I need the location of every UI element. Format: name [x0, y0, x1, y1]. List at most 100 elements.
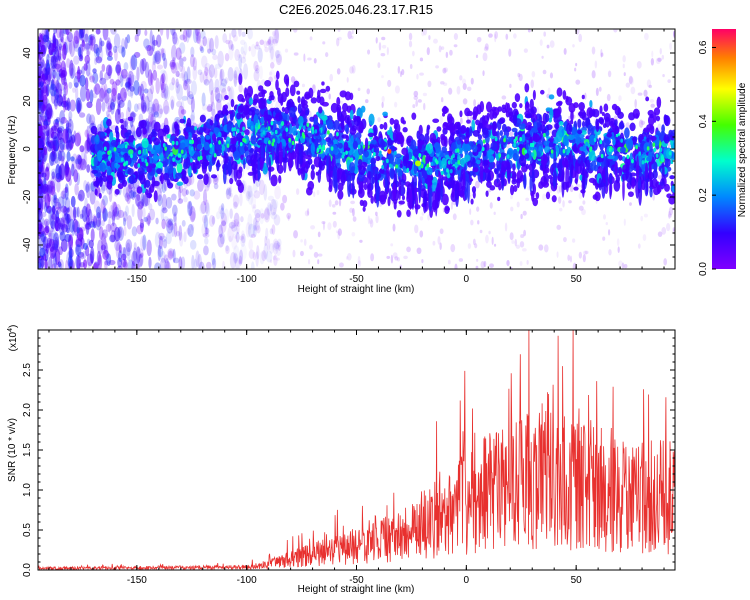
spectral-blob [309, 36, 313, 41]
spectral-blob [347, 252, 352, 261]
spectral-blob [336, 104, 342, 113]
spectral-blob [146, 192, 153, 199]
spectral-blob [238, 259, 241, 265]
spectral-blob [100, 40, 105, 47]
spectral-blob [244, 129, 250, 136]
spectral-blob [648, 84, 652, 89]
spectral-blob [141, 137, 149, 149]
spectral-blob-bright [175, 141, 179, 146]
spectral-blob [328, 199, 332, 207]
spectral-blob [127, 168, 134, 176]
spectral-blob [102, 208, 108, 222]
spectral-blob [577, 118, 582, 129]
spectral-blob [288, 106, 296, 118]
spectral-blob [88, 33, 96, 41]
spectral-blob [118, 99, 125, 108]
spectral-blob [449, 49, 453, 56]
spectral-blob-bright [426, 163, 430, 168]
spectral-blob [613, 29, 618, 33]
spectral-blob-bright [124, 144, 128, 149]
spectral-blob [578, 101, 585, 111]
spectral-blob [662, 74, 665, 78]
spectral-blob-bright [529, 142, 533, 148]
spectral-blob [241, 97, 246, 103]
spectral-blob [175, 230, 181, 237]
spectral-blob [175, 81, 181, 94]
spectral-blob [70, 195, 76, 208]
spectral-blob [556, 87, 563, 97]
spectral-blob [543, 31, 546, 37]
spectral-blob [199, 203, 207, 215]
spectral-blob [381, 156, 386, 161]
spectral-blob [89, 250, 94, 264]
spectral-blob [472, 144, 478, 153]
spectral-blob [69, 59, 74, 77]
spectral-blob [159, 152, 164, 162]
spectral-blob [412, 104, 416, 109]
spectral-blob [101, 220, 105, 227]
spectral-blob [401, 194, 405, 201]
spectral-blob [476, 206, 480, 212]
spectral-blob-bright [239, 141, 243, 147]
spectral-blob [247, 29, 253, 40]
spectral-blob [65, 120, 70, 134]
spectral-blob [426, 126, 430, 136]
spectral-blob [224, 53, 230, 62]
spectral-blob [216, 160, 220, 166]
spectral-blob [579, 146, 587, 152]
spectral-blob [310, 164, 315, 171]
spectral-blob [501, 95, 507, 100]
spectral-blob [114, 188, 120, 195]
spectral-blob [629, 202, 632, 206]
spectral-blob [124, 82, 131, 89]
spectral-blob [669, 175, 675, 180]
spectral-blob [467, 160, 473, 168]
spectral-blob [640, 120, 646, 125]
spectral-blob [242, 104, 250, 116]
spectral-blob [140, 80, 147, 92]
spectral-blob [133, 182, 138, 195]
spectral-blob [203, 141, 210, 151]
spectral-blob [187, 201, 191, 209]
spectral-blob [259, 65, 264, 80]
spectral-blob [272, 207, 276, 216]
spectral-blob [649, 186, 653, 198]
spectral-blob [375, 214, 379, 224]
spectral-blob [233, 245, 240, 262]
spectral-blob [83, 152, 88, 169]
spectral-blob [631, 177, 636, 190]
spectral-blob [50, 226, 54, 233]
spectral-blob [589, 109, 594, 117]
spectral-blob [153, 190, 158, 203]
spectral-blob-bright [393, 150, 397, 156]
spectral-blob [492, 130, 498, 137]
spectral-blob [546, 44, 550, 49]
spectral-blob [239, 192, 243, 207]
spectral-blob [240, 154, 244, 160]
spectral-blob [602, 214, 607, 220]
spectral-blob [606, 93, 611, 102]
spectral-blob [227, 85, 231, 92]
spectral-blob [176, 181, 184, 186]
spectral-blob [206, 69, 213, 83]
spectral-blob [381, 36, 386, 41]
spectral-blob [187, 29, 192, 39]
spectral-blob [117, 171, 124, 181]
spectral-blob [248, 45, 251, 52]
spectral-blob [542, 152, 546, 178]
spectral-blob [137, 248, 144, 259]
spectral-blob [520, 213, 523, 220]
spectral-blob [525, 163, 529, 170]
spectral-blob [439, 115, 443, 125]
spectral-blob-bright [447, 160, 451, 165]
spectral-blob [532, 89, 536, 101]
spectral-blob [328, 184, 333, 193]
spectral-blob [392, 223, 396, 232]
spectral-blob [229, 185, 233, 193]
spectral-blob [491, 236, 494, 245]
spectral-blob [138, 253, 144, 267]
spectral-blob [472, 238, 476, 246]
spectral-blob [83, 63, 88, 71]
spectral-blob [247, 122, 251, 128]
spectral-blob [218, 113, 225, 118]
